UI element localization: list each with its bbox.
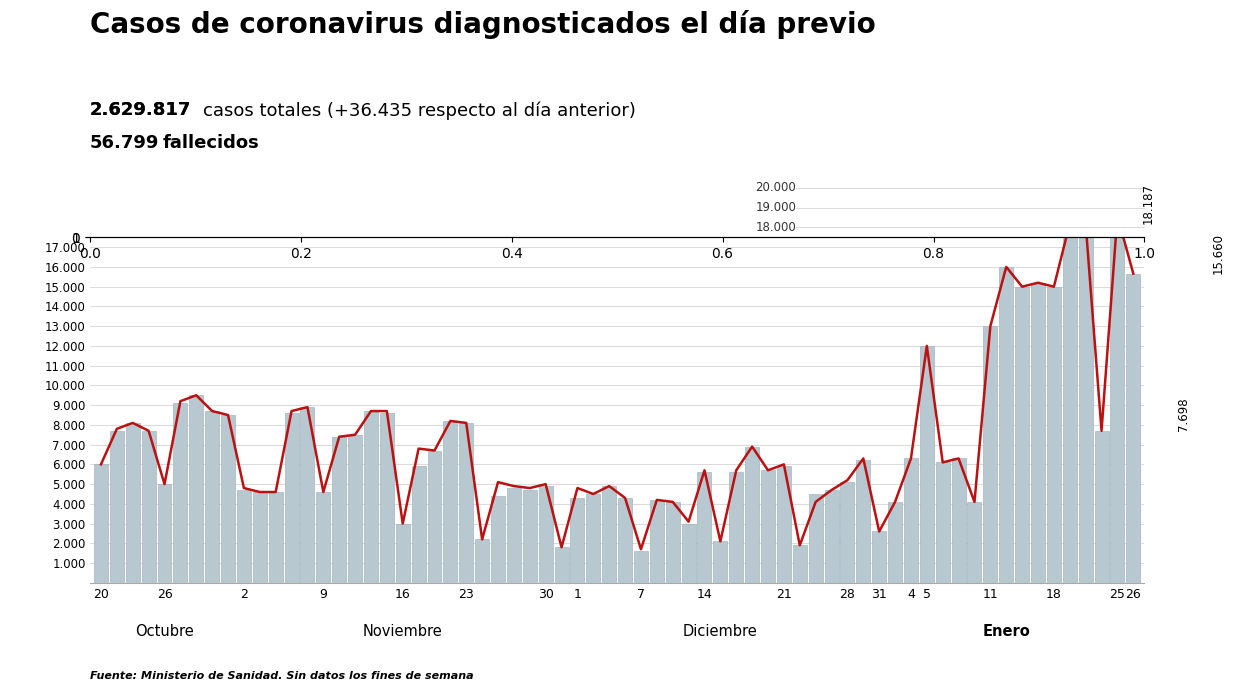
- Bar: [904, 459, 919, 583]
- Bar: [967, 502, 981, 583]
- Text: Octubre: Octubre: [135, 625, 193, 639]
- Text: 18.000: 18.000: [755, 221, 796, 234]
- Bar: [761, 470, 775, 583]
- Bar: [126, 423, 140, 583]
- Bar: [205, 411, 220, 583]
- Bar: [936, 462, 950, 583]
- Bar: [587, 494, 600, 583]
- Text: Fuente: Ministerio de Sanidad. Sin datos los fines de semana: Fuente: Ministerio de Sanidad. Sin datos…: [90, 671, 473, 681]
- Text: 15.660: 15.660: [1212, 232, 1224, 274]
- Bar: [729, 473, 744, 583]
- Bar: [920, 346, 934, 583]
- Bar: [268, 492, 282, 583]
- Bar: [570, 498, 584, 583]
- Bar: [364, 411, 378, 583]
- Bar: [825, 490, 839, 583]
- Bar: [840, 482, 855, 583]
- Bar: [523, 490, 537, 583]
- Bar: [1126, 274, 1141, 583]
- Bar: [1000, 267, 1013, 583]
- Bar: [856, 461, 870, 583]
- Bar: [396, 524, 409, 583]
- Text: 7.698: 7.698: [1177, 397, 1189, 431]
- Text: 18.187: 18.187: [1142, 183, 1154, 224]
- Bar: [698, 473, 711, 583]
- Bar: [443, 421, 457, 583]
- Bar: [618, 498, 631, 583]
- Bar: [1047, 287, 1061, 583]
- Bar: [1063, 223, 1077, 583]
- Text: Noviembre: Noviembre: [363, 625, 443, 639]
- Bar: [889, 502, 902, 583]
- Bar: [952, 459, 966, 583]
- Bar: [157, 484, 171, 583]
- Bar: [1078, 224, 1093, 583]
- Bar: [745, 447, 759, 583]
- Text: 2.629.817: 2.629.817: [90, 101, 191, 119]
- Bar: [237, 490, 251, 583]
- Text: fallecidos: fallecidos: [162, 134, 260, 152]
- Bar: [1015, 287, 1030, 583]
- Bar: [1094, 431, 1108, 583]
- Bar: [634, 551, 648, 583]
- Bar: [792, 545, 806, 583]
- Text: casos totales (+36.435 respecto al día anterior): casos totales (+36.435 respecto al día a…: [203, 101, 636, 120]
- Bar: [1031, 283, 1045, 583]
- Text: Diciembre: Diciembre: [683, 625, 758, 639]
- Bar: [301, 407, 314, 583]
- Text: 56.799: 56.799: [90, 134, 160, 152]
- Text: Casos de coronavirus diagnosticados el día previo: Casos de coronavirus diagnosticados el d…: [90, 10, 876, 40]
- Bar: [348, 435, 362, 583]
- Bar: [1111, 216, 1124, 583]
- Bar: [778, 466, 791, 583]
- Bar: [603, 486, 617, 583]
- Bar: [539, 486, 553, 583]
- Bar: [253, 492, 267, 583]
- Bar: [332, 437, 346, 583]
- Bar: [872, 531, 886, 583]
- Bar: [316, 492, 331, 583]
- Bar: [983, 326, 997, 583]
- Bar: [221, 415, 235, 583]
- Bar: [475, 540, 489, 583]
- Bar: [554, 547, 569, 583]
- Bar: [285, 413, 298, 583]
- Bar: [141, 431, 156, 583]
- Text: 20.000: 20.000: [755, 181, 796, 195]
- Bar: [412, 466, 426, 583]
- Bar: [190, 395, 203, 583]
- Bar: [459, 423, 473, 583]
- Bar: [507, 488, 520, 583]
- Bar: [428, 450, 442, 583]
- Text: 2.629.817: 2.629.817: [90, 101, 191, 119]
- Text: 19.000: 19.000: [755, 201, 796, 214]
- Bar: [665, 502, 680, 583]
- Bar: [379, 413, 394, 583]
- Bar: [650, 500, 664, 583]
- Text: Enero: Enero: [982, 625, 1030, 639]
- Bar: [809, 494, 822, 583]
- Bar: [173, 403, 187, 583]
- Bar: [681, 524, 695, 583]
- Bar: [110, 431, 124, 583]
- Bar: [94, 464, 109, 583]
- Bar: [714, 542, 728, 583]
- Bar: [490, 496, 505, 583]
